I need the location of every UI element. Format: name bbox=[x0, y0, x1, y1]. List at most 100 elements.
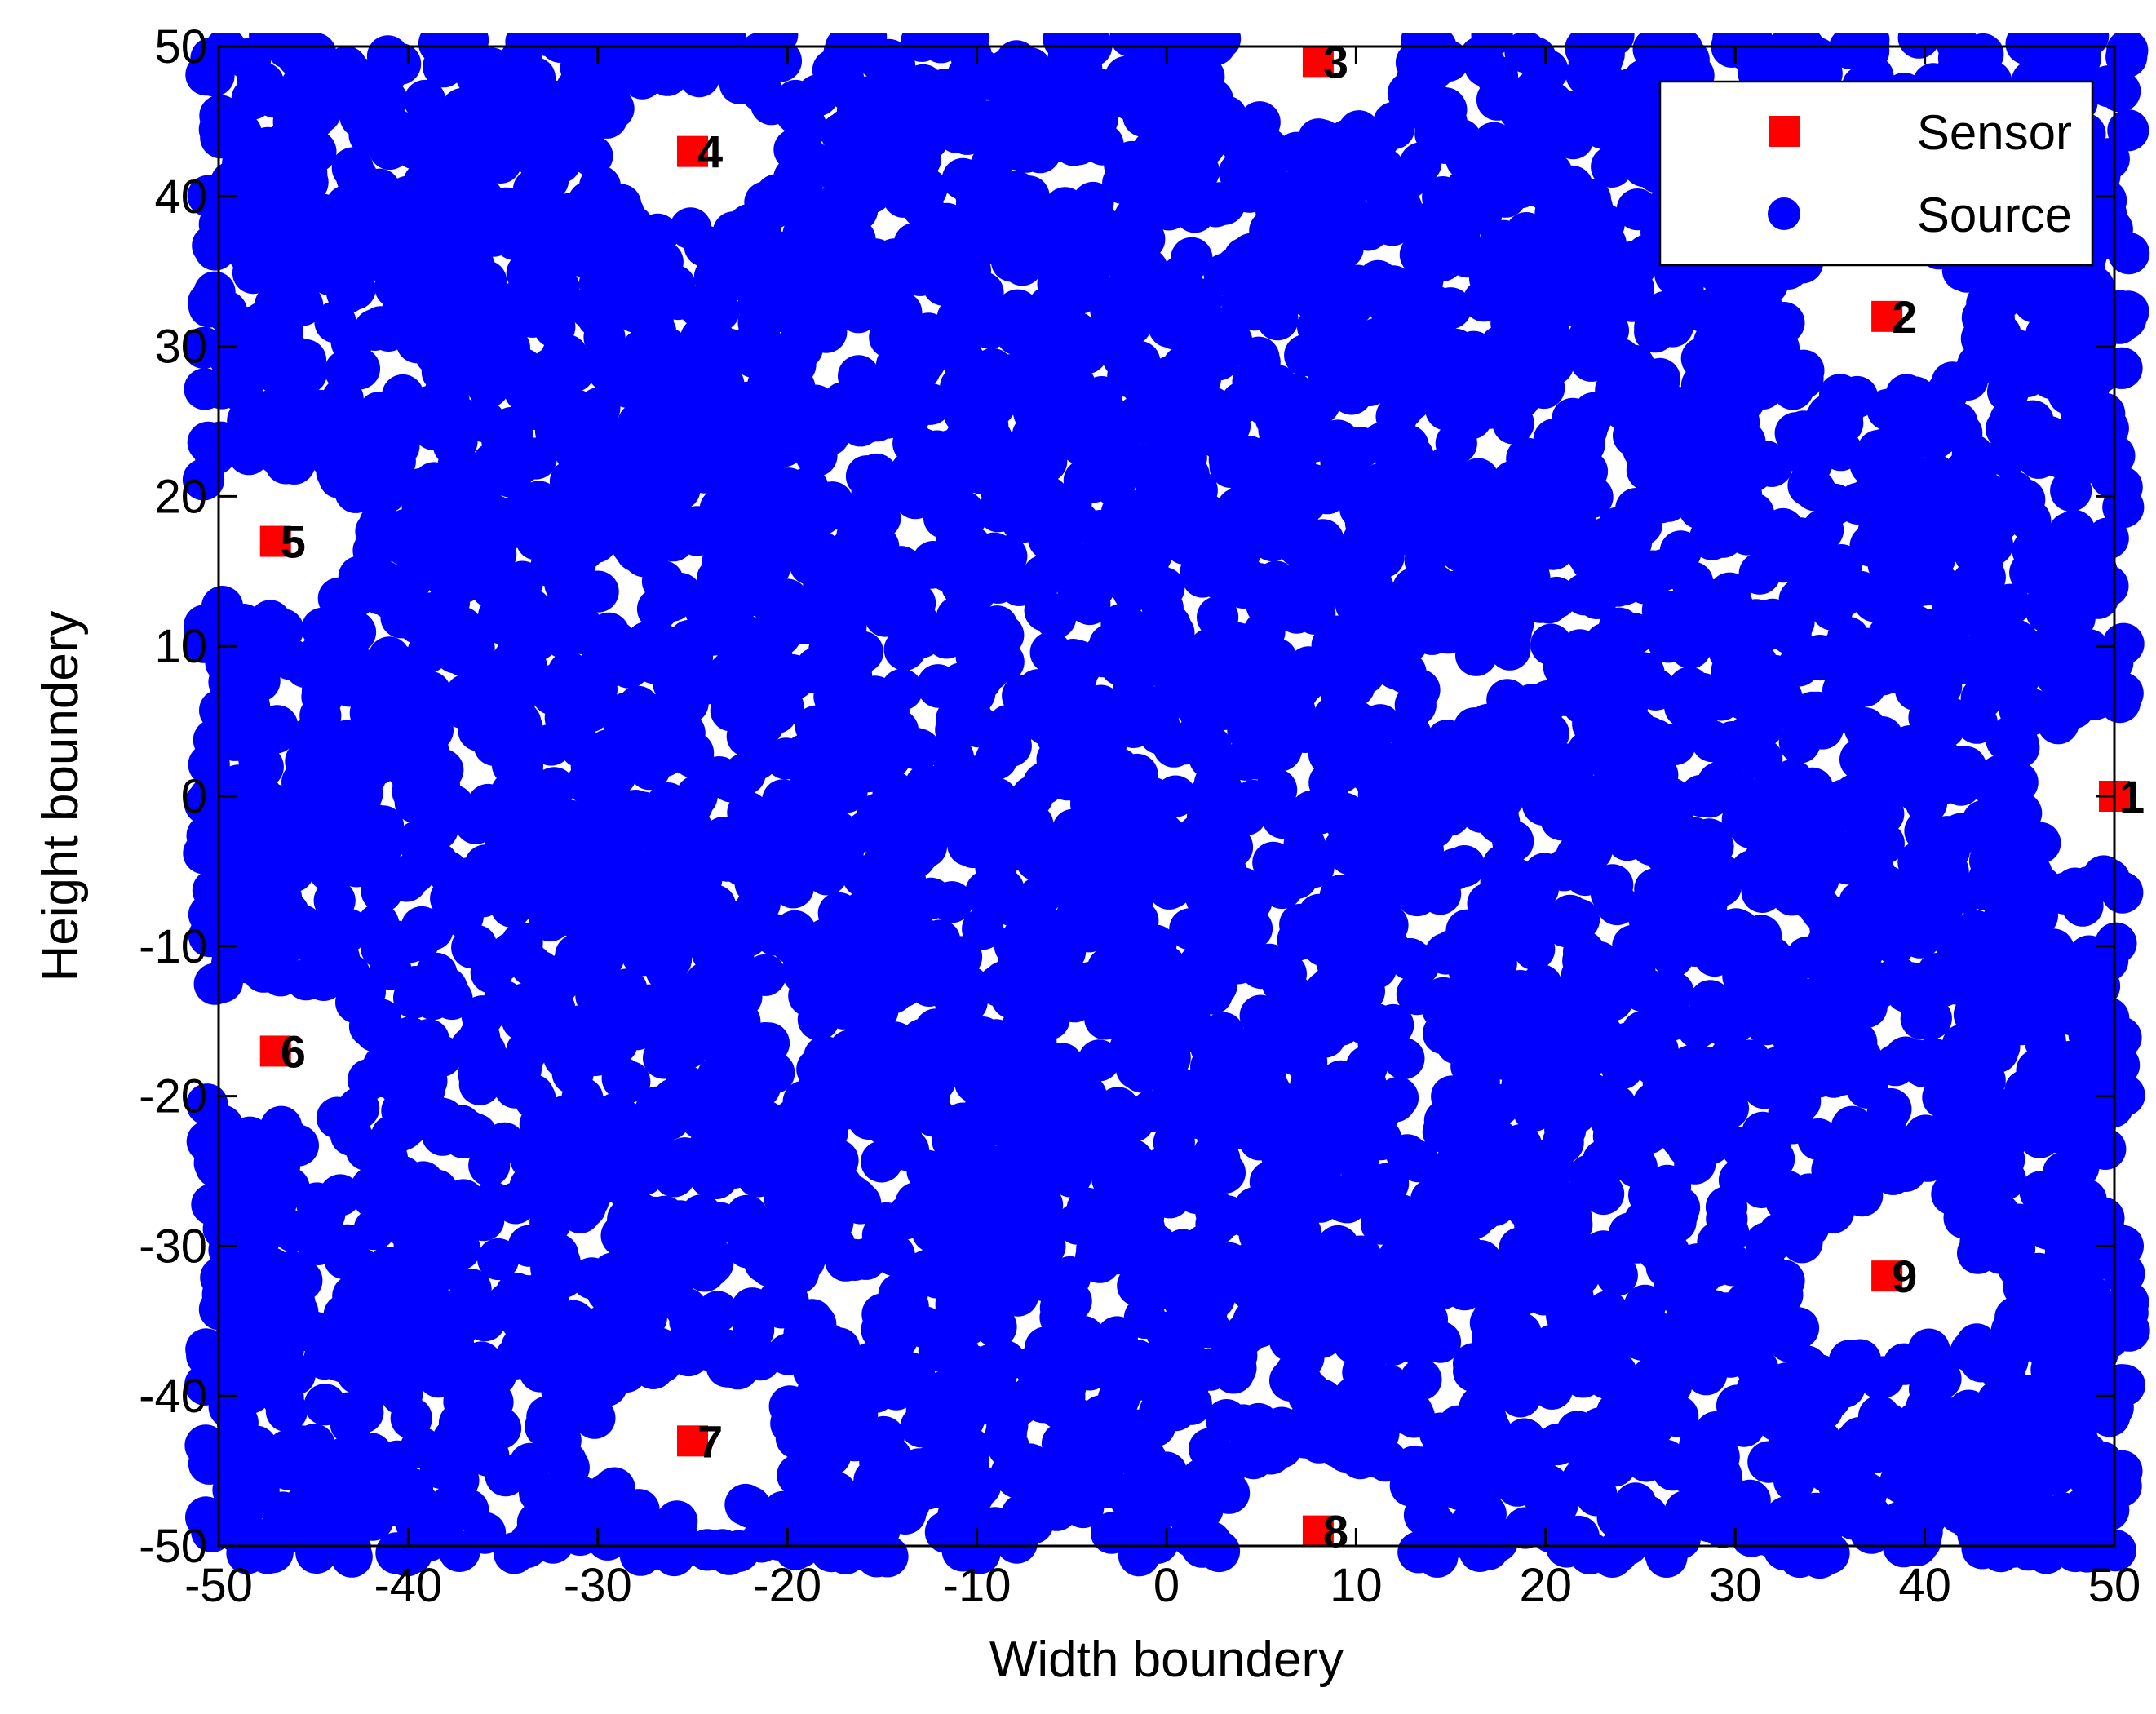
source-point bbox=[238, 745, 281, 787]
source-point bbox=[1742, 1067, 1786, 1109]
source-point bbox=[1469, 1302, 1512, 1344]
source-point bbox=[1172, 1168, 1215, 1211]
source-point bbox=[294, 915, 337, 958]
source-point bbox=[458, 1016, 501, 1059]
source-point bbox=[638, 1327, 680, 1370]
source-point bbox=[1229, 451, 1271, 494]
source-point bbox=[328, 953, 370, 996]
source-point bbox=[973, 532, 1016, 574]
source-point bbox=[441, 319, 484, 361]
source-point bbox=[2025, 260, 2067, 303]
source-point bbox=[1973, 829, 2016, 871]
source-point bbox=[2025, 1532, 2068, 1574]
source-point bbox=[1904, 810, 1946, 853]
source-point bbox=[642, 420, 685, 463]
source-point bbox=[353, 1208, 396, 1251]
source-point bbox=[460, 1341, 502, 1384]
source-point bbox=[1463, 352, 1506, 394]
source-point bbox=[1373, 101, 1415, 144]
source-point bbox=[1476, 1358, 1519, 1401]
source-point bbox=[1437, 1405, 1480, 1447]
source-point bbox=[917, 664, 959, 706]
source-point bbox=[979, 172, 1021, 215]
source-point bbox=[378, 425, 420, 467]
source-point bbox=[1900, 998, 1942, 1040]
source-point bbox=[525, 142, 568, 184]
source-point bbox=[1804, 998, 1846, 1040]
source-point bbox=[1275, 857, 1318, 899]
source-point bbox=[1120, 47, 1162, 90]
source-point bbox=[901, 1018, 943, 1061]
source-point bbox=[369, 577, 411, 619]
source-point bbox=[1055, 744, 1097, 786]
source-point bbox=[526, 33, 569, 56]
source-point bbox=[1516, 968, 1559, 1012]
source-point bbox=[1548, 1078, 1591, 1120]
source-point bbox=[2106, 1291, 2149, 1334]
source-point bbox=[1232, 779, 1274, 822]
source-point bbox=[1551, 743, 1593, 786]
source-point bbox=[2068, 537, 2110, 579]
source-point bbox=[750, 582, 793, 625]
source-point bbox=[2058, 1083, 2101, 1126]
source-point bbox=[618, 283, 662, 326]
source-point bbox=[1956, 639, 1999, 682]
source-point bbox=[1915, 731, 1957, 773]
source-point bbox=[1973, 1123, 2016, 1166]
source-point bbox=[477, 1238, 520, 1281]
source-point bbox=[219, 113, 262, 155]
source-point bbox=[1737, 1157, 1779, 1199]
source-point bbox=[1457, 458, 1499, 500]
source-point bbox=[1623, 652, 1665, 694]
source-point bbox=[1072, 181, 1114, 224]
source-point bbox=[1767, 1427, 1809, 1469]
source-point bbox=[1750, 1369, 1792, 1411]
source-point bbox=[321, 378, 364, 420]
source-point bbox=[299, 634, 341, 676]
source-point bbox=[699, 1114, 742, 1156]
source-point bbox=[262, 1377, 304, 1419]
source-point bbox=[2094, 1530, 2136, 1572]
source-point bbox=[1849, 444, 1892, 486]
source-point bbox=[1957, 1232, 1999, 1274]
source-point bbox=[277, 1124, 319, 1167]
source-point bbox=[1632, 550, 1675, 592]
source-point bbox=[1272, 1179, 1314, 1221]
source-point bbox=[416, 842, 458, 884]
source-point bbox=[774, 290, 817, 333]
source-point bbox=[1097, 747, 1140, 790]
source-point bbox=[1723, 1405, 1765, 1447]
source-point bbox=[605, 692, 648, 734]
source-point bbox=[481, 419, 524, 461]
source-point bbox=[2065, 572, 2108, 614]
source-point bbox=[1601, 1047, 1644, 1090]
source-point bbox=[485, 1455, 527, 1497]
source-point bbox=[385, 860, 427, 902]
source-point bbox=[807, 1323, 849, 1366]
source-point bbox=[1612, 89, 1654, 131]
source-point bbox=[1522, 1328, 1565, 1371]
source-point bbox=[1751, 445, 1793, 487]
source-point bbox=[461, 177, 503, 219]
source-point bbox=[430, 877, 472, 919]
source-point bbox=[1065, 332, 1108, 374]
source-point bbox=[1984, 880, 2026, 923]
source-point bbox=[1299, 183, 1342, 225]
source-point bbox=[2025, 591, 2068, 633]
source-point bbox=[1400, 1358, 1442, 1401]
source-point bbox=[532, 1521, 574, 1564]
source-point bbox=[1631, 1357, 1673, 1399]
source-point bbox=[1054, 1397, 1096, 1439]
source-point bbox=[1492, 590, 1534, 632]
source-point bbox=[1866, 388, 1909, 431]
source-point bbox=[1752, 1260, 1795, 1303]
source-point bbox=[1464, 45, 1507, 87]
source-point bbox=[1946, 359, 1989, 401]
source-point bbox=[418, 1356, 460, 1398]
source-point bbox=[1379, 301, 1421, 344]
source-point bbox=[1342, 1351, 1384, 1393]
source-point bbox=[856, 400, 898, 442]
source-point bbox=[384, 228, 427, 271]
source-point bbox=[893, 1355, 936, 1397]
